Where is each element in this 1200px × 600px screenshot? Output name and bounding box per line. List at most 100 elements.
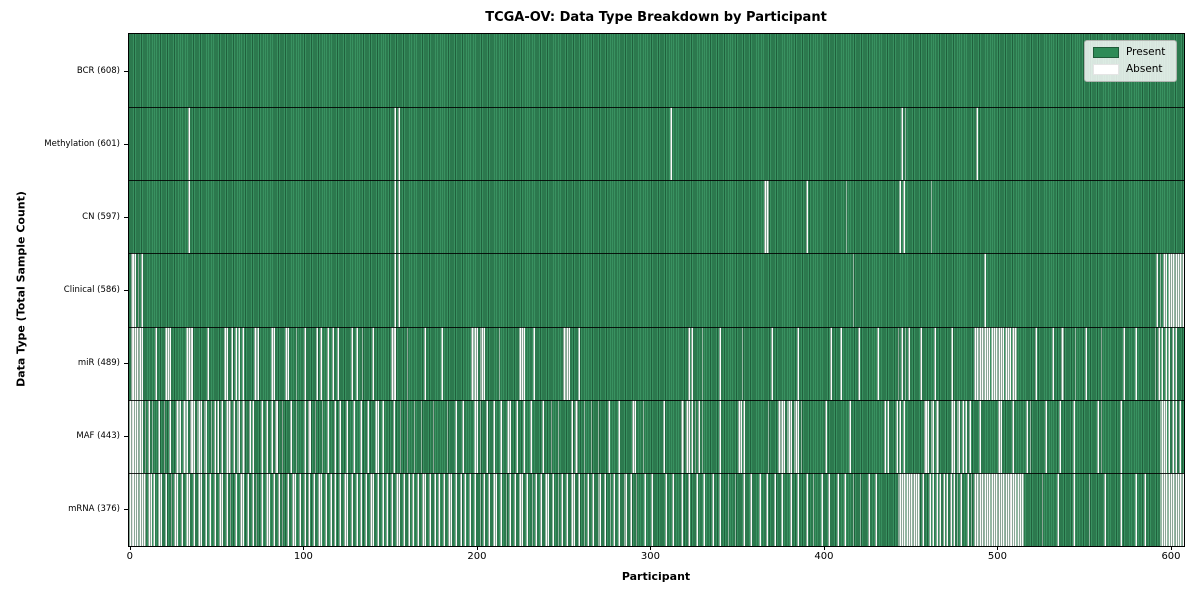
absent-cell bbox=[151, 399, 154, 473]
absent-cell bbox=[998, 472, 1001, 546]
absent-cell bbox=[946, 472, 949, 546]
absent-cell bbox=[1072, 472, 1075, 546]
absent-cell bbox=[1178, 472, 1181, 546]
absent-cell bbox=[1180, 472, 1183, 546]
absent-cell bbox=[953, 399, 955, 473]
absent-cell bbox=[821, 472, 824, 546]
absent-cell bbox=[727, 472, 730, 546]
absent-cell bbox=[208, 472, 211, 546]
absent-cell bbox=[241, 399, 244, 473]
absent-cell bbox=[670, 107, 673, 181]
absent-cell bbox=[682, 399, 685, 473]
absent-cell bbox=[474, 326, 477, 400]
absent-cell bbox=[550, 399, 553, 473]
absent-cell bbox=[977, 326, 980, 400]
absent-cell bbox=[547, 472, 549, 546]
absent-cell bbox=[979, 399, 982, 473]
absent-cell bbox=[1104, 472, 1106, 546]
row-separator bbox=[129, 399, 1184, 401]
absent-cell bbox=[951, 326, 954, 400]
absent-cell bbox=[597, 399, 600, 473]
absent-cell bbox=[932, 399, 935, 473]
absent-cell bbox=[1159, 399, 1162, 473]
absent-cell bbox=[1100, 326, 1103, 400]
absent-cell bbox=[344, 472, 346, 546]
absent-cell bbox=[980, 326, 983, 400]
absent-cell bbox=[545, 472, 548, 546]
absent-cell bbox=[904, 472, 907, 546]
absent-cell bbox=[680, 472, 683, 546]
absent-cell bbox=[193, 472, 195, 546]
absent-cell bbox=[904, 107, 907, 181]
absent-cell bbox=[996, 326, 999, 400]
absent-cell bbox=[273, 326, 275, 400]
absent-cell bbox=[432, 399, 435, 473]
absent-cell bbox=[479, 399, 482, 473]
absent-cell bbox=[845, 180, 848, 254]
absent-cell bbox=[868, 472, 870, 546]
absent-cell bbox=[397, 472, 400, 546]
absent-cell bbox=[1012, 399, 1014, 473]
absent-cell bbox=[1008, 326, 1011, 400]
absent-cell bbox=[1074, 326, 1077, 400]
absent-cell bbox=[876, 326, 879, 400]
absent-cell bbox=[1119, 472, 1122, 546]
absent-cell bbox=[493, 472, 496, 546]
x-axis-label: Participant bbox=[621, 570, 691, 583]
absent-cell bbox=[788, 399, 791, 473]
absent-cell bbox=[687, 472, 690, 546]
absent-cell bbox=[271, 326, 274, 400]
absent-cell bbox=[130, 326, 133, 400]
absent-cell bbox=[345, 399, 348, 473]
absent-cell bbox=[899, 180, 902, 254]
absent-cell bbox=[897, 326, 900, 400]
absent-cell bbox=[899, 472, 902, 546]
absent-cell bbox=[257, 326, 260, 400]
absent-cell bbox=[932, 472, 935, 546]
absent-cell bbox=[144, 399, 147, 473]
absent-cell bbox=[474, 472, 477, 546]
absent-cell bbox=[1173, 253, 1176, 327]
absent-cell bbox=[1156, 253, 1159, 327]
row-miR bbox=[129, 326, 1184, 400]
absent-cell bbox=[266, 472, 268, 546]
row-mRNA bbox=[129, 472, 1184, 546]
y-tick-mark bbox=[124, 509, 128, 511]
legend-label: Absent bbox=[1126, 63, 1163, 76]
absent-cell bbox=[522, 399, 525, 473]
absent-cell bbox=[1157, 326, 1160, 400]
absent-cell bbox=[361, 326, 364, 400]
absent-cell bbox=[828, 472, 831, 546]
absent-cell bbox=[130, 472, 133, 546]
absent-cell bbox=[535, 472, 537, 546]
absent-cell bbox=[578, 472, 581, 546]
absent-cell bbox=[984, 253, 987, 327]
absent-cell bbox=[1022, 472, 1025, 546]
absent-cell bbox=[991, 326, 994, 400]
absent-cell bbox=[200, 399, 202, 473]
absent-cell bbox=[1000, 326, 1002, 400]
absent-cell bbox=[1168, 472, 1171, 546]
absent-cell bbox=[967, 472, 969, 546]
absent-cell bbox=[142, 472, 145, 546]
absent-cell bbox=[909, 472, 912, 546]
absent-cell bbox=[394, 326, 397, 400]
absent-cell bbox=[571, 399, 574, 473]
y-tick-mark bbox=[124, 143, 128, 145]
absent-cell bbox=[533, 326, 536, 400]
absent-cell bbox=[479, 472, 482, 546]
absent-cell bbox=[935, 472, 938, 546]
absent-cell bbox=[701, 399, 704, 473]
absent-cell bbox=[1010, 472, 1013, 546]
absent-cell bbox=[366, 399, 369, 473]
absent-cell bbox=[134, 399, 136, 473]
absent-cell bbox=[930, 399, 933, 473]
absent-cell bbox=[1041, 472, 1044, 546]
absent-cell bbox=[529, 399, 532, 473]
absent-cell bbox=[238, 326, 241, 400]
absent-cell bbox=[319, 326, 322, 400]
absent-cell bbox=[394, 107, 397, 181]
absent-cell bbox=[1060, 326, 1063, 400]
absent-cell bbox=[498, 326, 501, 400]
absent-cell bbox=[330, 472, 333, 546]
